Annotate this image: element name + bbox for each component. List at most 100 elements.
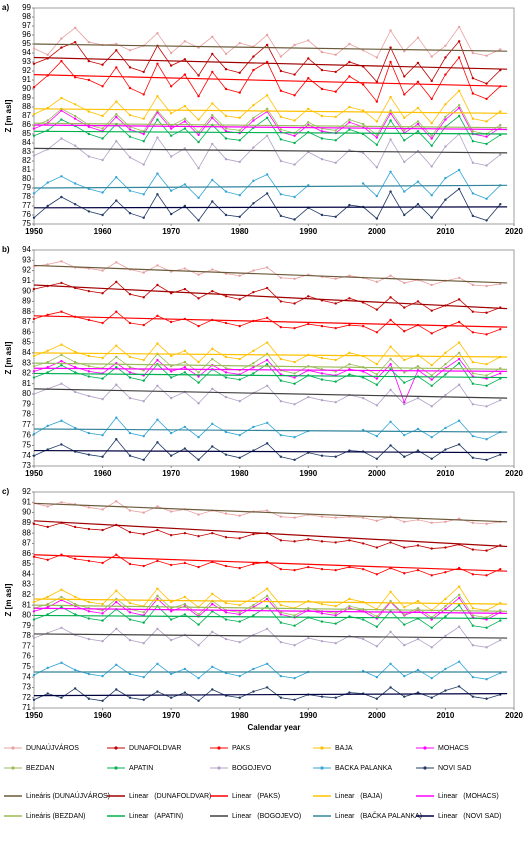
data-point: [320, 324, 324, 328]
data-point: [142, 296, 145, 299]
y-tick-label: 91: [22, 75, 31, 84]
data-point: [444, 634, 447, 638]
data-point: [444, 103, 447, 106]
plot-frame: [33, 491, 515, 709]
data-point: [430, 696, 433, 699]
data-point: [238, 194, 241, 197]
y-tick-label: 99: [22, 3, 31, 12]
data-point: [389, 599, 392, 603]
data-point: [334, 70, 337, 74]
data-point: [183, 120, 187, 123]
legend-marker: [217, 746, 221, 750]
data-point: [334, 115, 337, 119]
data-point: [485, 284, 488, 288]
data-point: [238, 620, 241, 623]
data-point: [183, 117, 187, 120]
data-point: [293, 326, 296, 330]
data-point: [375, 331, 379, 334]
data-point: [457, 566, 461, 570]
data-point: [389, 662, 392, 665]
data-point: [32, 600, 36, 604]
data-point: [375, 100, 379, 103]
trend-line: [33, 428, 508, 433]
data-point: [87, 600, 91, 604]
data-point: [101, 127, 104, 130]
data-point: [115, 627, 118, 630]
data-point: [375, 615, 379, 618]
legend-marker: [217, 766, 221, 770]
y-tick-label: 73: [22, 683, 31, 692]
legend-label: DUNAFOLDVAR: [129, 745, 181, 752]
data-point: [101, 213, 104, 217]
data-point: [32, 354, 36, 358]
x-tick-label: 2010: [437, 711, 455, 720]
data-point: [197, 371, 200, 374]
data-point: [334, 696, 337, 699]
data-point: [293, 218, 296, 221]
data-point: [169, 672, 173, 676]
data-point: [457, 114, 461, 118]
data-point: [430, 626, 433, 629]
data-point: [183, 447, 187, 450]
data-point: [224, 137, 228, 140]
y-tick-label: 83: [22, 358, 31, 367]
data-point: [169, 292, 173, 295]
data-point: [293, 458, 296, 462]
data-point: [375, 362, 379, 366]
data-point: [238, 613, 241, 616]
data-point: [403, 572, 406, 575]
data-point: [403, 93, 406, 96]
data-point: [307, 57, 310, 60]
data-point: [279, 357, 283, 361]
data-point: [457, 351, 461, 355]
data-point: [279, 613, 283, 616]
data-point: [128, 638, 132, 642]
data-point: [101, 609, 104, 612]
data-point: [101, 63, 104, 66]
data-point: [156, 559, 159, 563]
data-point: [403, 281, 406, 285]
data-point: [115, 199, 118, 202]
data-point: [101, 191, 104, 194]
y-tick-label: 93: [22, 57, 31, 66]
data-point: [142, 379, 145, 382]
data-point: [320, 515, 324, 518]
data-point: [211, 70, 214, 74]
data-point: [457, 419, 461, 422]
data-point: [416, 599, 420, 603]
y-tick-label: 90: [22, 84, 31, 93]
y-tick-label: 77: [22, 641, 31, 650]
data-point: [279, 515, 283, 518]
data-point: [197, 360, 200, 364]
data-point: [444, 520, 447, 524]
data-point: [416, 568, 420, 572]
data-point: [389, 630, 392, 634]
y-tick-label: 90: [22, 508, 31, 517]
data-point: [403, 606, 406, 609]
data-point: [183, 667, 187, 671]
data-point: [457, 357, 461, 361]
data-point: [375, 519, 379, 522]
data-point: [293, 302, 296, 305]
data-point: [471, 607, 475, 610]
data-point: [485, 311, 488, 314]
y-tick-label: 80: [22, 389, 31, 398]
data-point: [87, 506, 91, 509]
data-point: [101, 699, 104, 702]
data-point: [224, 564, 228, 568]
data-point: [265, 33, 269, 37]
data-point: [32, 454, 36, 457]
legend-label: BAJA: [335, 745, 353, 752]
data-point: [471, 573, 475, 576]
data-point: [334, 516, 337, 519]
data-point: [73, 602, 77, 606]
y-tick-label: 94: [22, 48, 31, 57]
data-point: [46, 313, 49, 316]
data-point: [444, 615, 447, 618]
data-point: [73, 613, 77, 616]
data-point: [307, 77, 310, 80]
panel-label: c): [2, 487, 9, 496]
data-point: [128, 611, 132, 614]
data-point: [457, 40, 461, 43]
y-tick-label: 89: [22, 297, 31, 306]
